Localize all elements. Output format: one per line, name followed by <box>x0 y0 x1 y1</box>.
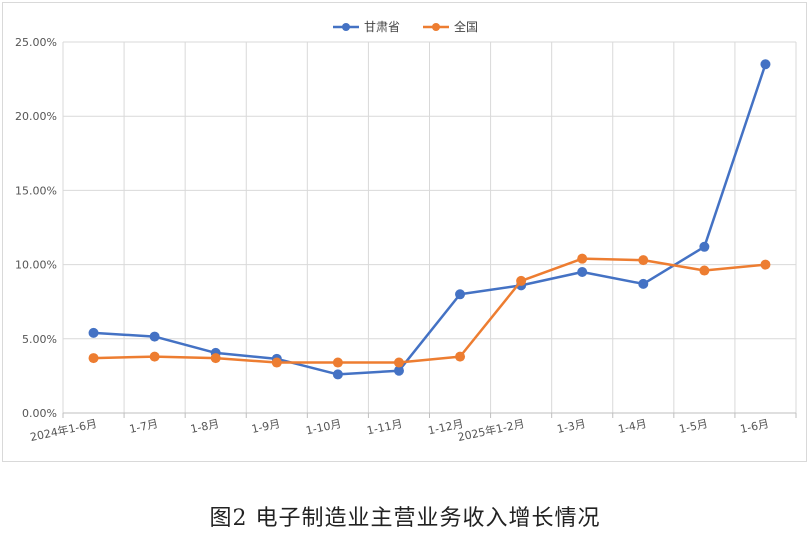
x-tick-label: 1-10月 <box>305 417 343 437</box>
series-line-1 <box>93 257 766 364</box>
y-tick-label: 10.00% <box>15 259 57 272</box>
data-point <box>577 253 588 264</box>
line-chart: 0.00% 5.00% 10.00% 15.00% 20.00% 25.00% 2024年1… <box>15 19 797 444</box>
data-point <box>393 357 404 368</box>
chart-frame: 0.00% 5.00% 10.00% 15.00% 20.00% 25.00% 2024年1… <box>2 2 807 462</box>
data-point <box>393 365 404 376</box>
y-tick-label: 25.00% <box>15 36 57 49</box>
data-point <box>577 267 588 278</box>
data-point <box>516 275 527 286</box>
x-tick-label: 1-11月 <box>366 417 404 437</box>
data-point <box>332 369 343 380</box>
data-point <box>88 353 99 364</box>
y-tick-label: 5.00% <box>22 333 57 346</box>
legend-marker-1 <box>432 23 440 31</box>
y-tick-label: 0.00% <box>22 407 57 420</box>
x-tick-label: 1-4月 <box>617 417 648 436</box>
x-tick-label: 1-6月 <box>739 417 770 436</box>
legend-label-0: 甘肃省 <box>364 20 400 34</box>
legend-marker-0 <box>342 23 350 31</box>
x-tick-label: 1-8月 <box>189 417 220 436</box>
data-point <box>699 265 710 276</box>
x-tick-label: 2024年1-6月 <box>29 416 98 444</box>
y-tick-label: 20.00% <box>15 110 57 123</box>
data-point <box>271 357 282 368</box>
data-point <box>88 327 99 338</box>
data-point <box>760 59 771 70</box>
data-point <box>455 351 466 362</box>
data-point <box>210 353 221 364</box>
x-tick-label: 1-3月 <box>556 417 587 436</box>
data-point <box>638 255 649 266</box>
data-point <box>760 259 771 270</box>
data-point <box>149 351 160 362</box>
data-point <box>699 241 710 252</box>
figure-caption: 图2 电子制造业主营业务收入增长情况 <box>209 506 601 531</box>
data-point <box>149 331 160 342</box>
data-point <box>455 289 466 300</box>
x-tick-label: 1-5月 <box>678 417 709 436</box>
x-tick-label: 1-9月 <box>250 417 281 436</box>
x-tick-label: 2025年1-2月 <box>456 416 525 444</box>
data-point <box>638 278 649 289</box>
x-tick-label: 1-7月 <box>128 417 159 436</box>
legend-label-1: 全国 <box>454 19 478 34</box>
y-tick-label: 15.00% <box>15 184 57 197</box>
data-point <box>332 357 343 368</box>
series-line-0 <box>93 63 767 376</box>
